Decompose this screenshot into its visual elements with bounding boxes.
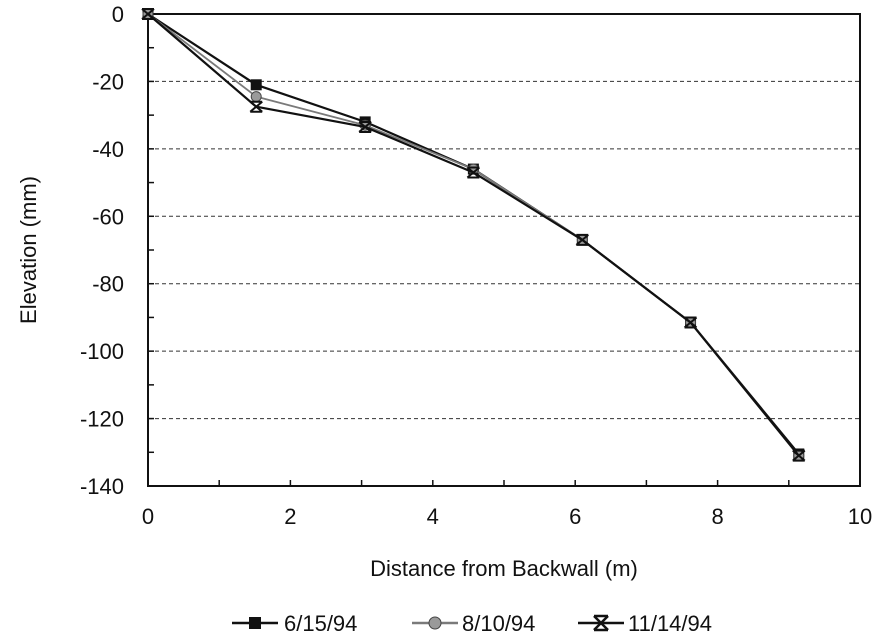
legend: 6/15/94 8/10/94 11/14/94 xyxy=(232,611,712,636)
data-point-xbar xyxy=(683,316,698,329)
data-point-xbar xyxy=(466,166,481,179)
legend-label-8-10-94: 8/10/94 xyxy=(462,611,535,636)
legend-label-11-14-94: 11/14/94 xyxy=(628,611,712,636)
data-point-xbar xyxy=(575,233,589,246)
x-axis-title: Distance from Backwall (m) xyxy=(370,556,638,581)
x-tick-label: 6 xyxy=(569,504,581,529)
data-point-xbar xyxy=(792,449,806,462)
x-axis-tick-labels: 0 2 4 6 8 10 xyxy=(142,504,872,529)
y-tick-label: -40 xyxy=(92,137,124,162)
x-tick-label: 0 xyxy=(142,504,154,529)
data-point-xbar xyxy=(249,100,263,113)
data-point-circle xyxy=(250,91,262,103)
y-tick-label: -140 xyxy=(80,474,124,499)
series-line xyxy=(147,13,800,457)
legend-xbar-marker xyxy=(593,614,609,632)
y-tick-label: 0 xyxy=(112,2,124,27)
data-point-xbar xyxy=(141,8,155,20)
x-tick-label: 4 xyxy=(427,504,439,529)
series-line xyxy=(147,13,800,457)
series-layer xyxy=(141,8,806,462)
y-axis-title: Elevation (mm) xyxy=(16,176,41,324)
y-tick-label: -60 xyxy=(92,204,124,229)
grid-lines xyxy=(148,80,860,420)
data-point-xbar xyxy=(358,120,372,133)
x-tick-label: 2 xyxy=(284,504,296,529)
legend-label-6-15-94: 6/15/94 xyxy=(284,611,357,636)
legend-item-11-14-94: 11/14/94 xyxy=(578,611,712,636)
x-tick-label: 10 xyxy=(848,504,872,529)
data-point-square xyxy=(250,79,262,91)
series-3 xyxy=(141,8,806,462)
plot-area-frame xyxy=(147,13,861,487)
y-tick-label: -80 xyxy=(92,272,124,297)
y-tick-label: -100 xyxy=(80,339,124,364)
series-1 xyxy=(142,8,805,460)
series-line xyxy=(147,13,800,455)
x-tick-label: 8 xyxy=(711,504,723,529)
y-axis-tick-labels: 0 -20 -40 -60 -80 -100 -120 -140 xyxy=(80,2,124,499)
legend-item-6-15-94: 6/15/94 xyxy=(232,611,357,636)
legend-square-marker xyxy=(249,617,261,629)
y-tick-label: -120 xyxy=(80,407,124,432)
y-tick-label: -20 xyxy=(92,69,124,94)
legend-item-8-10-94: 8/10/94 xyxy=(412,611,535,636)
legend-circle-marker xyxy=(428,616,442,630)
